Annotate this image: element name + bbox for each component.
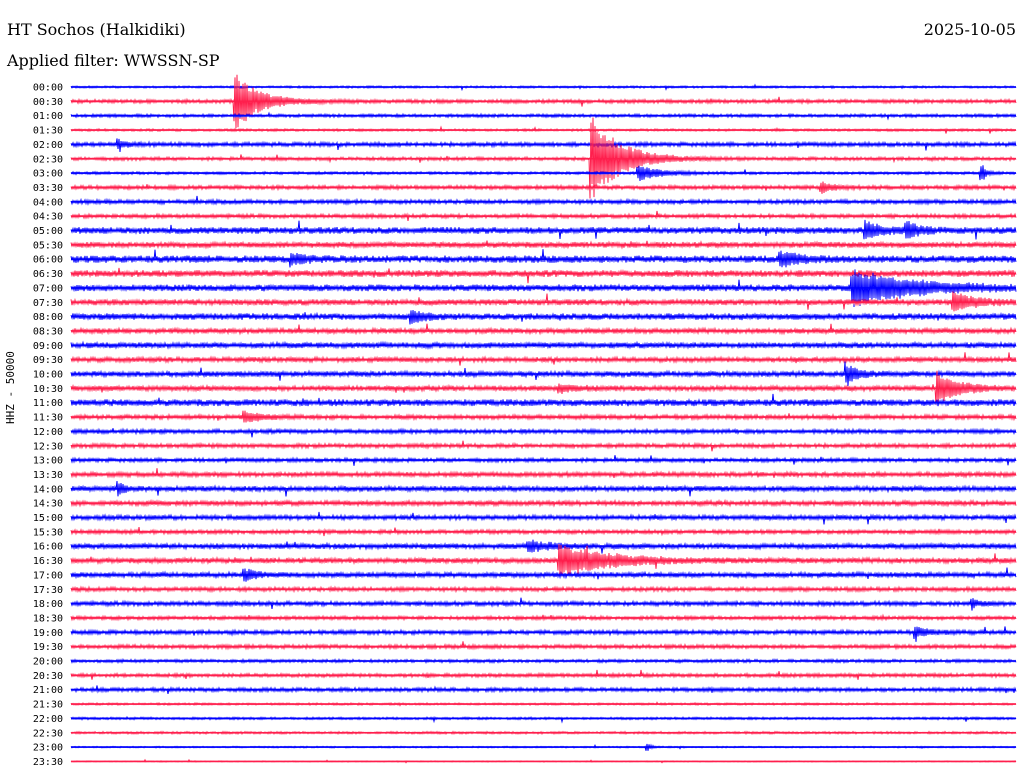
- trace-line: [70, 195, 1017, 206]
- time-tick-label: 03:30: [33, 183, 63, 194]
- time-tick-label: 13:00: [33, 456, 63, 467]
- time-tick-label: 10:00: [33, 370, 63, 381]
- time-tick-label: 11:00: [33, 398, 63, 409]
- time-tick-label: 11:30: [33, 413, 63, 424]
- time-tick-label: 08:00: [33, 312, 63, 323]
- time-tick-label: 22:30: [33, 728, 63, 739]
- time-tick-label: 16:00: [33, 542, 63, 553]
- time-tick-label: 00:30: [33, 97, 63, 108]
- trace-line: [70, 323, 1017, 336]
- trace-line: [70, 249, 1017, 268]
- time-tick-label: 08:30: [33, 326, 63, 337]
- time-tick-label: 04:00: [33, 197, 63, 208]
- time-tick-label: 13:30: [33, 470, 63, 481]
- time-tick-label: 17:00: [33, 570, 63, 581]
- time-tick-label: 10:30: [33, 384, 63, 395]
- time-tick-label: 00:00: [33, 83, 63, 94]
- time-tick-label: 18:00: [33, 599, 63, 610]
- trace-line: [70, 641, 1017, 651]
- time-tick-label: 21:30: [33, 700, 63, 711]
- date-label: 2025-10-05: [923, 20, 1016, 39]
- time-tick-label: 16:30: [33, 556, 63, 567]
- trace-line: [70, 468, 1017, 479]
- time-tick-label: 17:30: [33, 585, 63, 596]
- time-tick-label: 23:30: [33, 757, 63, 768]
- time-tick-label: 14:30: [33, 499, 63, 510]
- time-tick-label: 19:00: [33, 628, 63, 639]
- time-tick-label: 07:30: [33, 298, 63, 309]
- time-tick-label: 19:30: [33, 642, 63, 653]
- filter-label: Applied filter: WWSSN-SP: [7, 51, 220, 70]
- time-tick-label: 20:00: [33, 657, 63, 668]
- time-tick-label: 15:30: [33, 527, 63, 538]
- time-tick-label: 01:30: [33, 126, 63, 137]
- time-tick-label: 05:00: [33, 226, 63, 237]
- time-tick-label: 21:00: [33, 685, 63, 696]
- time-tick-label: 15:00: [33, 513, 63, 524]
- time-tick-label: 02:00: [33, 140, 63, 151]
- trace-line: [70, 427, 1017, 438]
- time-tick-label: 04:30: [33, 212, 63, 223]
- station-title: HT Sochos (Halkidiki): [7, 20, 186, 39]
- time-tick-label: 12:30: [33, 441, 63, 452]
- time-tick-label: 06:00: [33, 255, 63, 266]
- trace-line: [70, 626, 1017, 642]
- time-tick-label: 20:30: [33, 671, 63, 682]
- time-tick-label: 14:00: [33, 484, 63, 495]
- time-tick-label: 01:00: [33, 111, 63, 122]
- trace-line: [70, 393, 1017, 408]
- time-tick-label: 09:30: [33, 355, 63, 366]
- time-tick-label: 05:30: [33, 240, 63, 251]
- time-tick-label: 12:00: [33, 427, 63, 438]
- time-tick-label: 18:30: [33, 613, 63, 624]
- time-tick-label: 09:00: [33, 341, 63, 352]
- time-tick-label: 06:30: [33, 269, 63, 280]
- time-tick-label: 02:30: [33, 154, 63, 165]
- time-tick-label: 23:00: [33, 743, 63, 754]
- time-tick-label: 07:00: [33, 283, 63, 294]
- time-tick-label: 03:00: [33, 169, 63, 180]
- time-tick-label: 22:00: [33, 714, 63, 725]
